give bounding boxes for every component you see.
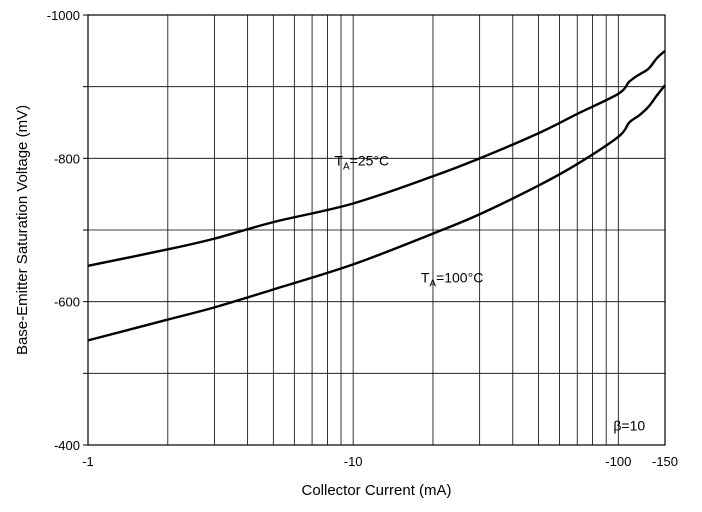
beta-annotation: β=10 [613,418,645,434]
y-tick-label: -800 [54,151,80,166]
series-label-100c: TA=100°C [421,269,483,289]
y-tick-label: -400 [54,438,80,453]
y-tick-labels: -400 -600 -800 -1000 [47,8,88,453]
series-label-25c-suffix: =25°C [350,153,389,169]
series-label-25c: TA=25°C [334,153,389,173]
series-line-0 [87,49,666,268]
x-tick-label: -10 [344,454,363,469]
series-label-100c-sub: A [429,278,436,289]
series-label-100c-suffix: =100°C [436,269,483,285]
x-axis-title: Collector Current (mA) [301,482,451,499]
series-label-100c-prefix: T [421,269,430,285]
y-tick-label: -1000 [47,8,80,23]
grid [88,15,665,445]
x-tick-label: -150 [652,454,678,469]
series-label-25c-sub: A [343,162,350,173]
y-tick-label: -600 [54,295,80,310]
y-axis-title: Base-Emitter Saturation Voltage (mV) [14,105,31,355]
series-label-25c-prefix: T [334,153,343,169]
x-tick-label: -100 [605,454,631,469]
series-layer [87,49,666,342]
x-tick-labels: -1 -10 -100 -150 [82,454,678,469]
x-tick-label: -1 [82,454,94,469]
series-line-1 [87,84,666,342]
